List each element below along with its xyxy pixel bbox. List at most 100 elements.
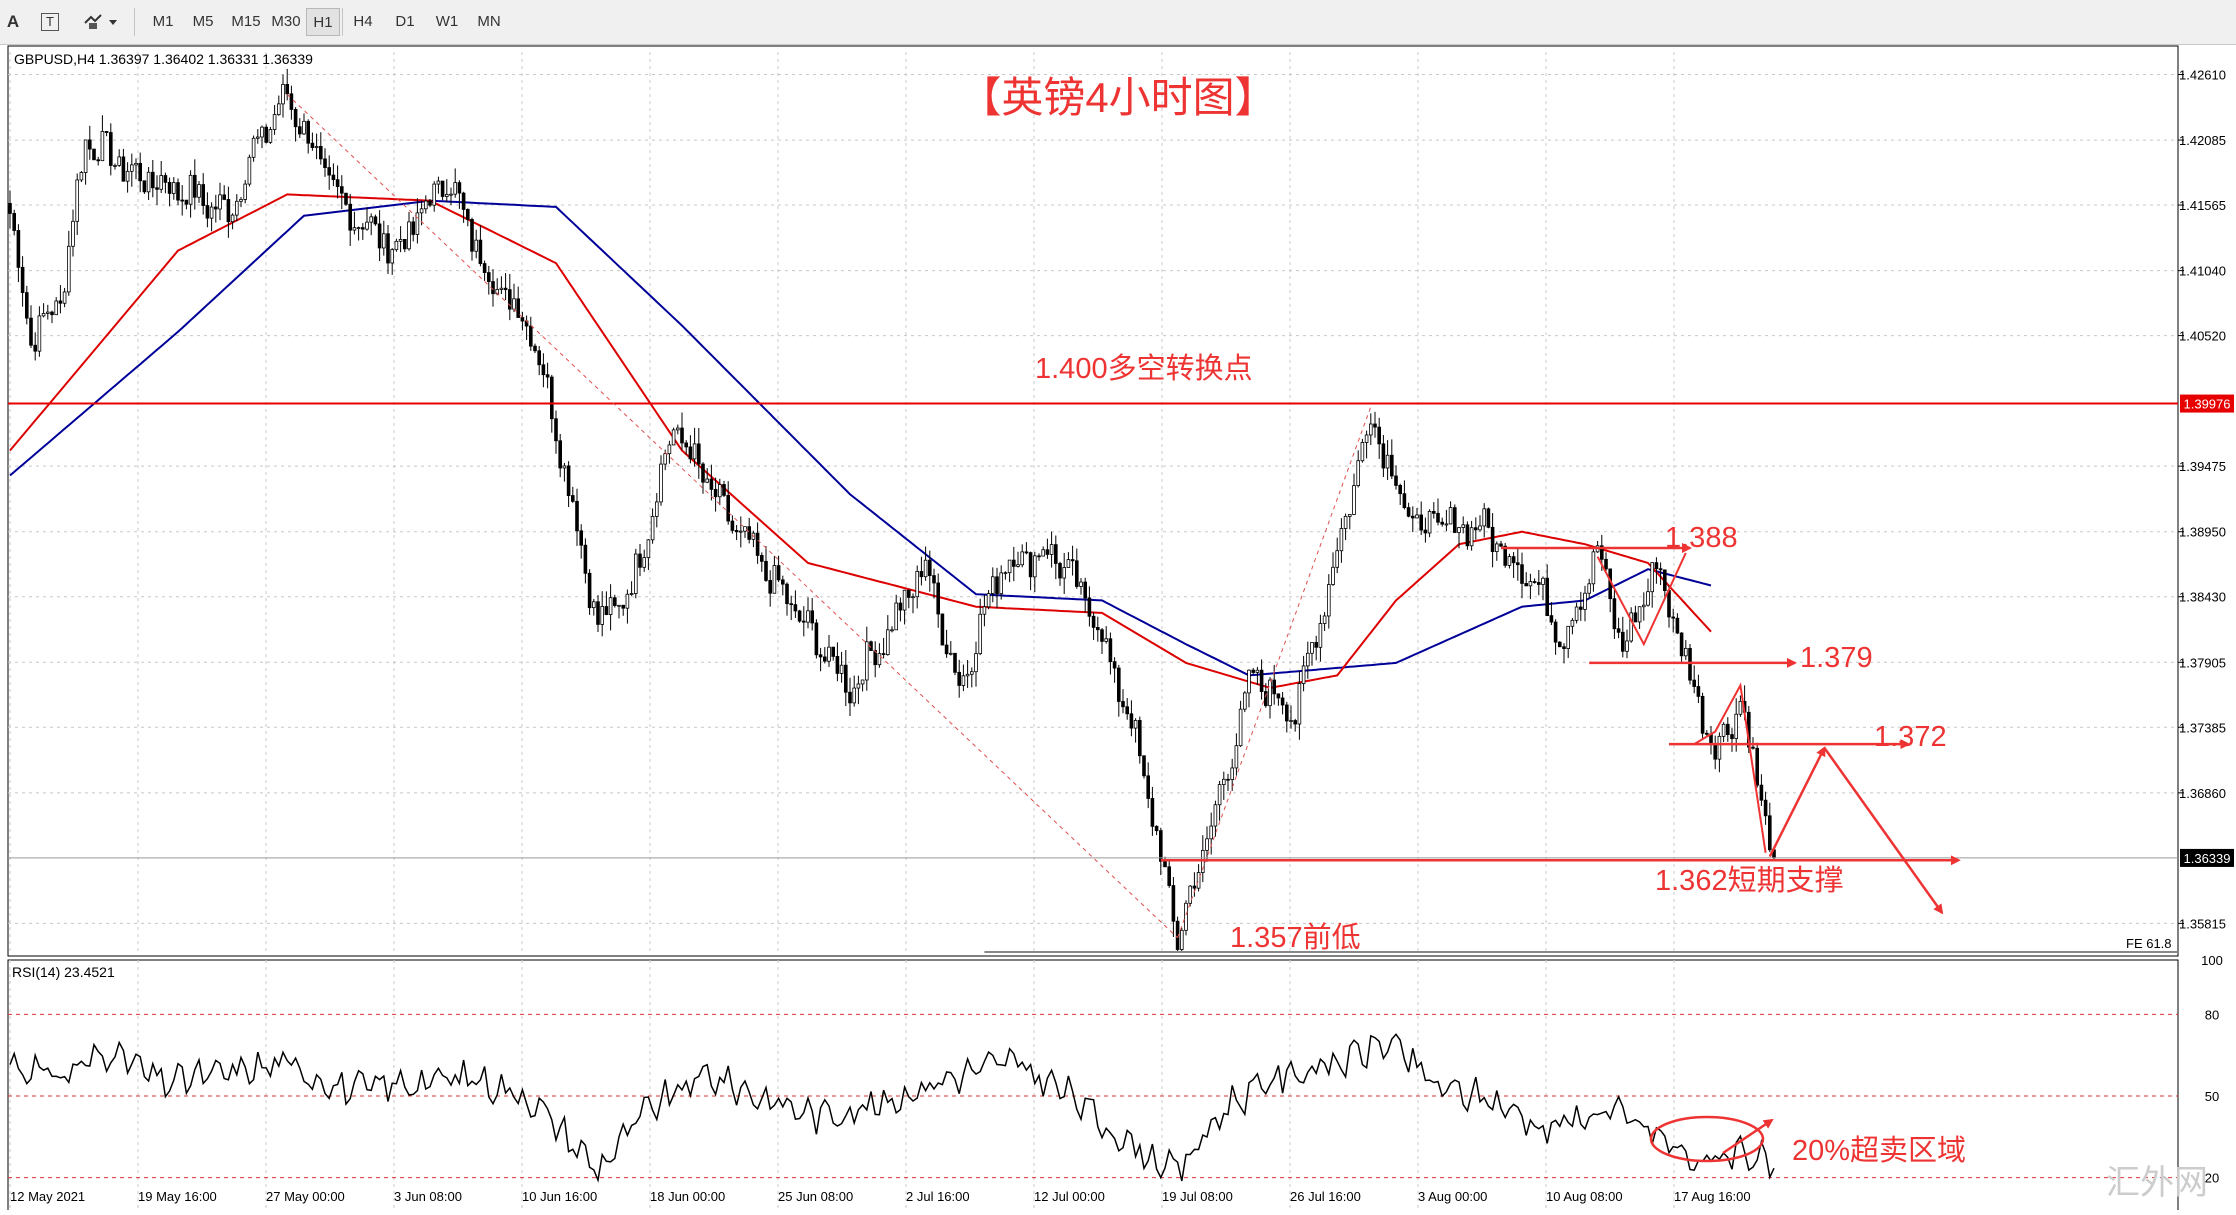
- time-tick-label: 10 Jun 16:00: [522, 1189, 597, 1204]
- candle-body: [701, 463, 705, 483]
- candle-body: [1390, 454, 1394, 477]
- level-1388-label: 1.388: [1665, 522, 1738, 554]
- prev-low-label: 1.357前低: [1230, 921, 1361, 954]
- candle-body: [365, 221, 369, 230]
- candle-body: [176, 182, 180, 201]
- candle-body: [583, 544, 588, 574]
- projection-arrow: [1823, 747, 1944, 915]
- candle-body: [550, 376, 554, 420]
- time-tick-label: 19 Jul 08:00: [1162, 1189, 1233, 1204]
- level-1372-label: 1.372: [1874, 721, 1947, 753]
- candle-body: [1159, 830, 1163, 862]
- candle-body: [1629, 612, 1634, 642]
- candle-body: [243, 183, 248, 200]
- candle-body: [1247, 669, 1251, 694]
- shapes-tool-button[interactable]: [78, 8, 124, 36]
- candle-body: [1667, 590, 1671, 618]
- candle-body: [457, 182, 462, 194]
- candle-body: [302, 120, 306, 135]
- timeframe-mn-button[interactable]: MN: [477, 13, 501, 30]
- candle-body: [1419, 514, 1424, 531]
- price-tick-label: 1.36860: [2179, 786, 2226, 801]
- timeframe-m5-button[interactable]: M5: [192, 13, 214, 30]
- rsi-tick-label: 50: [2205, 1089, 2219, 1104]
- candle-body: [1075, 560, 1079, 587]
- candle-body: [1108, 638, 1113, 663]
- candle-body: [188, 174, 193, 205]
- candle-body: [587, 572, 592, 609]
- oversold-ellipse: [1649, 1115, 1765, 1163]
- candle-body: [1717, 735, 1722, 760]
- candle-body: [1650, 562, 1655, 593]
- candle-body: [1381, 443, 1386, 469]
- candle-body: [642, 557, 646, 568]
- candle-body: [1671, 616, 1676, 619]
- candle-body: [1096, 627, 1100, 631]
- candle-body: [1352, 485, 1356, 515]
- candle-body: [1209, 825, 1214, 840]
- candle-body: [566, 465, 571, 496]
- candle-body: [1642, 604, 1646, 608]
- timeframe-m1-button[interactable]: M1: [152, 13, 174, 30]
- candle-body: [503, 287, 508, 291]
- timeframe-m15-button[interactable]: M15: [231, 13, 261, 30]
- candle-body: [344, 192, 348, 205]
- candle-body: [1541, 577, 1545, 585]
- candle-body: [272, 114, 277, 130]
- candle-body: [768, 580, 772, 594]
- candle-body: [167, 181, 172, 194]
- candle-body: [1734, 713, 1739, 739]
- time-tick-label: 10 Aug 08:00: [1546, 1189, 1623, 1204]
- candle-body: [1276, 693, 1281, 699]
- candle-body: [415, 212, 420, 235]
- candle-body: [1373, 423, 1377, 428]
- time-tick-label: 12 Jul 00:00: [1034, 1189, 1105, 1204]
- candle-body: [1537, 582, 1541, 585]
- candle-body: [739, 530, 743, 533]
- candle-body: [1306, 652, 1310, 667]
- candle-body: [932, 575, 936, 584]
- timeframe-d1-button[interactable]: D1: [395, 13, 415, 30]
- text-label-tool-button[interactable]: T: [38, 8, 62, 36]
- timeframe-h1-button[interactable]: H1: [306, 8, 340, 36]
- candle-body: [697, 443, 701, 465]
- candle-body: [1012, 559, 1016, 567]
- time-tick-label: 2 Jul 16:00: [906, 1189, 970, 1204]
- time-tick-label: 17 Aug 16:00: [1674, 1189, 1751, 1204]
- candle-body: [1125, 706, 1130, 715]
- candle-body: [1696, 686, 1701, 697]
- candle-body: [369, 216, 373, 223]
- text-tool-button[interactable]: A: [6, 12, 20, 31]
- timeframe-w1-button[interactable]: W1: [435, 13, 459, 30]
- candle-body: [1163, 860, 1167, 868]
- candle-body: [1692, 679, 1697, 687]
- candle-body: [650, 516, 655, 541]
- time-tick-label: 12 May 2021: [10, 1189, 85, 1204]
- candle-body: [886, 629, 890, 656]
- timeframe-h4-button[interactable]: H4: [353, 13, 373, 30]
- candle-body: [197, 184, 201, 198]
- candle-body: [1524, 583, 1529, 587]
- candle-body: [877, 653, 882, 666]
- candle-body: [537, 350, 541, 366]
- candle-body: [138, 162, 143, 182]
- candle-body: [1616, 628, 1621, 633]
- candle-body: [1184, 902, 1188, 931]
- candle-body: [1104, 638, 1109, 642]
- candle-body: [1087, 597, 1092, 617]
- candle-body: [209, 206, 214, 219]
- candle-body: [726, 494, 730, 522]
- candle-body: [986, 593, 991, 608]
- timeframe-m30-button[interactable]: M30: [271, 13, 301, 30]
- candle-body: [1037, 555, 1041, 558]
- price-tick-label: 1.37905: [2179, 655, 2226, 670]
- candle-body: [776, 565, 781, 581]
- candle-body: [1520, 564, 1524, 584]
- candle-body: [898, 602, 903, 611]
- price-tick-label: 1.41565: [2179, 198, 2226, 213]
- candle-body: [1726, 723, 1730, 735]
- candle-body: [1553, 621, 1558, 643]
- candle-body: [352, 227, 357, 231]
- candle-body: [919, 571, 924, 578]
- candle-body: [1062, 567, 1067, 579]
